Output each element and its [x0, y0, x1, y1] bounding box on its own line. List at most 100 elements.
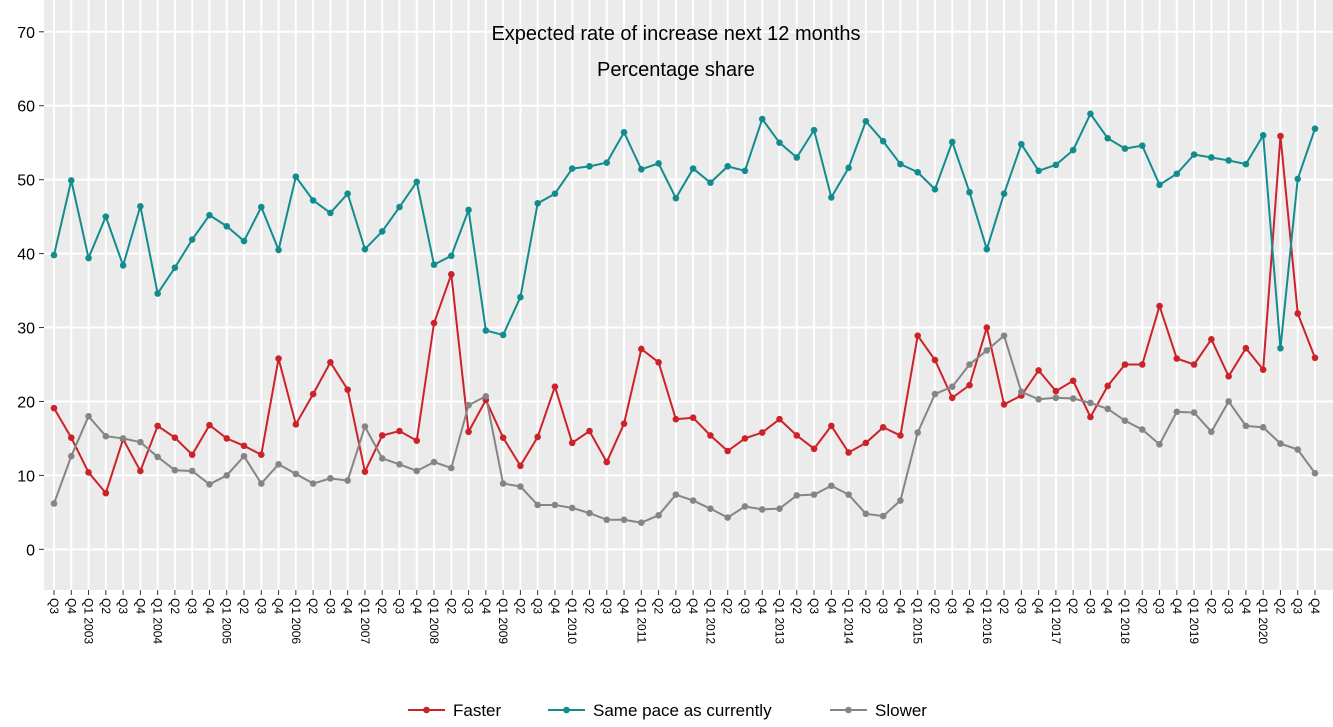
x-tick-label: Q3	[807, 598, 821, 614]
data-point	[344, 190, 351, 198]
data-point	[1069, 146, 1077, 154]
x-tick-label: Q3	[116, 598, 130, 614]
x-tick-label: Q1 2018	[1118, 598, 1132, 644]
data-point	[897, 432, 904, 439]
x-tick-label: Q4	[893, 598, 907, 614]
data-point	[914, 429, 921, 436]
data-point	[50, 404, 58, 412]
data-point	[154, 290, 161, 297]
data-point	[672, 194, 680, 202]
data-point	[638, 519, 645, 527]
legend-point	[563, 706, 570, 714]
data-point	[137, 467, 144, 475]
data-point	[1087, 399, 1094, 407]
data-point	[707, 505, 714, 512]
data-point	[776, 139, 783, 146]
data-point	[620, 516, 628, 524]
data-point	[171, 466, 179, 474]
data-point	[396, 461, 403, 468]
x-tick-label: Q4	[617, 598, 631, 614]
data-point	[862, 439, 870, 447]
x-tick-label: Q3	[531, 598, 545, 614]
data-point	[482, 392, 490, 400]
x-tick-label: Q2	[582, 598, 596, 614]
x-tick-label: Q1 2007	[358, 598, 372, 644]
data-point	[551, 383, 559, 390]
x-tick-label: Q1 2009	[496, 598, 510, 644]
lines	[50, 110, 1319, 527]
x-tick-label: Q3	[1153, 598, 1167, 614]
data-point	[1000, 332, 1008, 339]
data-point	[1242, 422, 1250, 430]
chart-subtitle: Percentage share	[597, 59, 755, 81]
data-point	[257, 480, 265, 487]
data-point	[102, 489, 110, 497]
data-point	[689, 497, 697, 504]
data-point	[983, 245, 991, 253]
data-point	[154, 453, 161, 461]
legend-label: Same pace as currently	[593, 701, 772, 720]
data-point	[897, 497, 904, 504]
x-tick-label: Q4	[548, 598, 562, 614]
data-point	[1190, 361, 1198, 368]
data-point	[966, 361, 973, 368]
data-point	[448, 252, 455, 260]
data-point	[292, 470, 300, 478]
data-point	[1277, 440, 1284, 447]
data-point	[430, 261, 438, 268]
data-point	[378, 432, 386, 439]
x-tick-label: Q3	[1291, 598, 1305, 614]
data-point	[1104, 382, 1112, 390]
data-point	[966, 188, 973, 196]
x-tick-label: Q2	[444, 598, 458, 614]
data-point	[482, 327, 490, 334]
data-point	[1035, 395, 1042, 403]
data-point	[603, 458, 611, 466]
data-point	[102, 432, 110, 440]
data-point	[292, 421, 300, 428]
data-point	[1000, 401, 1008, 408]
data-point	[845, 449, 852, 456]
data-point	[862, 510, 870, 518]
data-point	[793, 432, 801, 439]
x-tick-label: Q3	[47, 598, 61, 614]
data-point	[707, 179, 714, 186]
data-point	[1294, 175, 1302, 183]
data-point	[1138, 361, 1146, 368]
data-point	[85, 254, 92, 262]
data-point	[257, 203, 265, 211]
data-point	[758, 115, 766, 123]
data-point	[344, 477, 351, 484]
data-point	[1035, 367, 1042, 374]
x-tick-label: Q4	[824, 598, 838, 614]
data-point	[758, 429, 766, 436]
data-point	[413, 437, 421, 444]
data-point	[1156, 441, 1163, 448]
legend-label: Slower	[875, 701, 927, 720]
y-tick-label: 70	[17, 25, 35, 42]
data-point	[1052, 161, 1060, 169]
x-tick-label: Q2	[306, 598, 320, 614]
data-point	[137, 202, 144, 210]
data-point	[966, 381, 973, 389]
data-point	[1311, 125, 1319, 132]
data-point	[206, 211, 213, 219]
data-point	[240, 442, 248, 450]
data-point	[344, 386, 351, 393]
legend-point	[845, 706, 852, 714]
x-tick-label: Q2	[997, 598, 1011, 614]
series-line	[53, 111, 1316, 349]
data-point	[50, 251, 58, 259]
x-tick-label: Q2	[790, 598, 804, 614]
data-point	[810, 126, 818, 134]
data-point	[188, 467, 196, 475]
data-point	[1138, 426, 1146, 433]
data-point	[1173, 170, 1181, 178]
data-point	[171, 264, 179, 271]
data-point	[1173, 408, 1181, 416]
data-point	[119, 262, 127, 269]
data-point	[586, 163, 593, 170]
data-point	[448, 464, 455, 472]
x-tick-label: Q1 2005	[220, 598, 234, 644]
x-tick-label: Q2	[1204, 598, 1218, 614]
